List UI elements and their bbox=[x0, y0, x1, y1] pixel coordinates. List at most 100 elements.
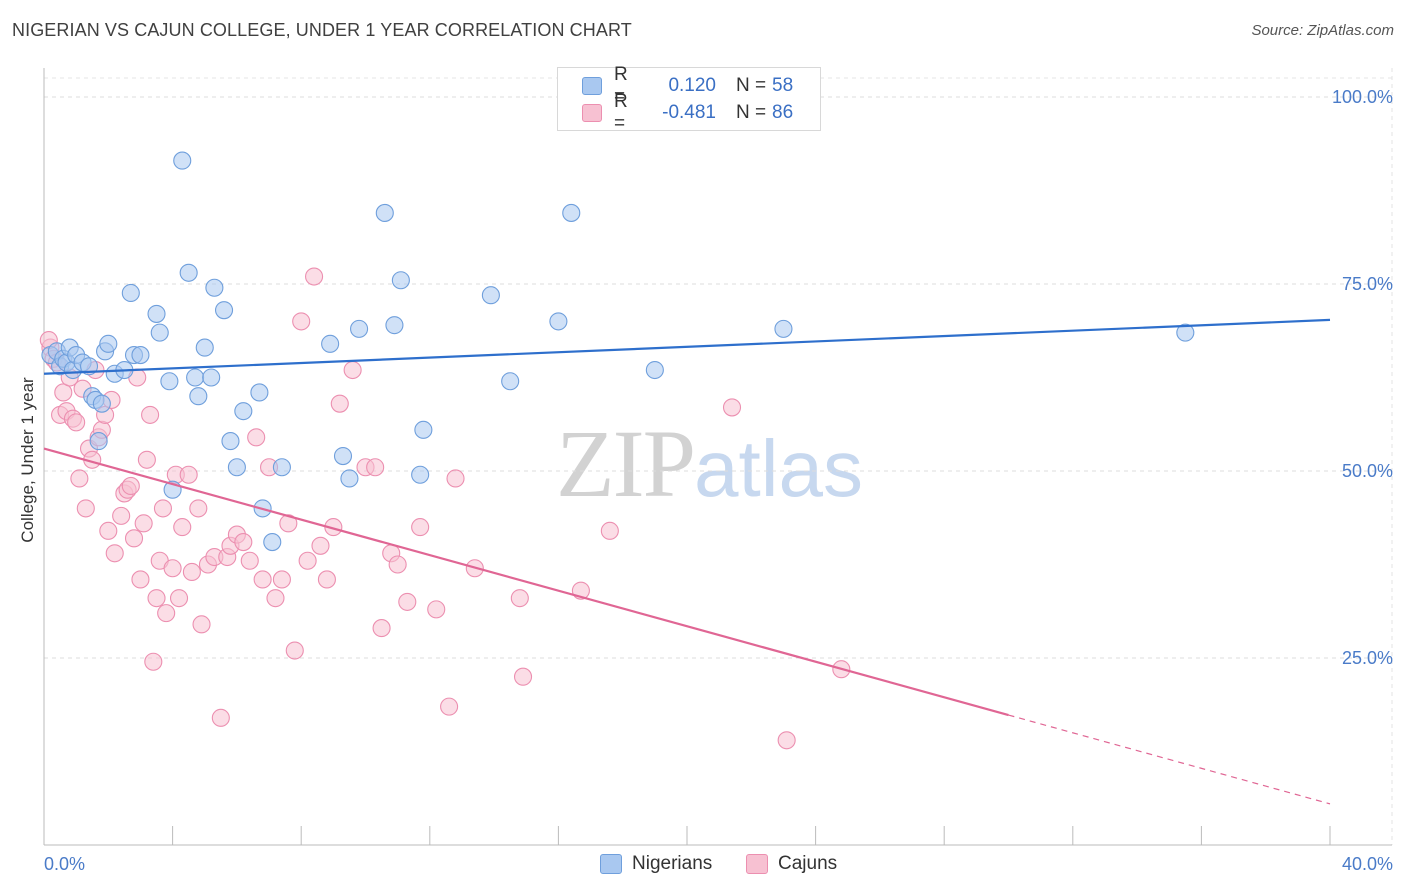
y-tick-label: 25.0% bbox=[1342, 648, 1393, 668]
point-nigerians bbox=[92, 394, 111, 413]
point-cajuns bbox=[513, 667, 533, 686]
point-nigerians bbox=[391, 271, 410, 290]
point-cajuns bbox=[54, 383, 73, 402]
point-nigerians bbox=[89, 432, 108, 451]
point-cajuns bbox=[163, 559, 182, 578]
point-cajuns bbox=[182, 562, 201, 582]
legend-swatch-cajuns bbox=[582, 104, 602, 122]
trendline-cajuns bbox=[43, 447, 1009, 717]
point-nigerians bbox=[272, 458, 291, 477]
bottom-legend-swatch-nigerians bbox=[600, 854, 622, 874]
point-cajuns bbox=[211, 708, 230, 727]
point-cajuns bbox=[510, 589, 529, 608]
legend-n-label: N = bbox=[736, 102, 767, 123]
point-cajuns bbox=[777, 731, 796, 750]
legend-row-nigerians: R = 0.120 N = 58 bbox=[582, 64, 794, 107]
point-cajuns bbox=[99, 521, 118, 540]
bottom-legend-swatch-cajuns bbox=[746, 854, 768, 874]
point-cajuns bbox=[179, 465, 198, 484]
watermark: ZIPatlas bbox=[556, 408, 863, 519]
x-tick-label: 0.0% bbox=[44, 854, 85, 874]
point-cajuns bbox=[157, 604, 176, 623]
point-nigerians bbox=[202, 368, 221, 387]
point-cajuns bbox=[446, 469, 465, 488]
source-credit: Source: ZipAtlas.com bbox=[1251, 22, 1394, 39]
legend-r-value: 0.120 bbox=[668, 75, 716, 96]
point-cajuns bbox=[169, 589, 189, 608]
legend-row-cajuns: R = -0.481 N = 86 bbox=[582, 91, 794, 134]
point-cajuns bbox=[105, 544, 124, 563]
legend-n-value: 58 bbox=[772, 75, 794, 96]
point-nigerians bbox=[350, 319, 369, 338]
watermark-zip: ZIP bbox=[556, 410, 696, 517]
point-cajuns bbox=[292, 312, 311, 331]
point-nigerians bbox=[227, 458, 246, 477]
legend-r-label: R = bbox=[614, 64, 628, 107]
point-nigerians bbox=[173, 151, 192, 170]
y-tick-label: 75.0% bbox=[1342, 274, 1393, 294]
point-cajuns bbox=[388, 555, 407, 574]
legend-swatch-nigerians bbox=[582, 77, 602, 95]
point-cajuns bbox=[317, 570, 336, 589]
point-cajuns bbox=[173, 518, 192, 537]
bottom-legend-nigerians: Nigerians bbox=[600, 852, 712, 876]
point-nigerians bbox=[189, 387, 208, 406]
point-nigerians bbox=[121, 283, 140, 303]
point-cajuns bbox=[234, 533, 253, 552]
point-nigerians bbox=[214, 301, 234, 320]
point-nigerians bbox=[179, 263, 198, 282]
point-nigerians bbox=[411, 465, 430, 484]
point-cajuns bbox=[272, 570, 291, 589]
trendline-nigerians bbox=[43, 318, 1331, 375]
point-nigerians bbox=[234, 402, 253, 421]
point-cajuns bbox=[600, 521, 619, 540]
point-cajuns bbox=[311, 536, 330, 555]
point-cajuns bbox=[147, 589, 166, 608]
point-nigerians bbox=[160, 372, 179, 391]
legend-n-value: 86 bbox=[772, 102, 794, 123]
bottom-legend-label-cajuns: Cajuns bbox=[778, 853, 838, 874]
point-cajuns bbox=[189, 499, 208, 518]
point-nigerians bbox=[1176, 323, 1195, 342]
point-nigerians bbox=[195, 338, 214, 357]
point-cajuns bbox=[153, 499, 173, 518]
point-cajuns bbox=[134, 514, 153, 533]
point-nigerians bbox=[150, 323, 169, 342]
point-cajuns bbox=[67, 413, 86, 432]
point-cajuns bbox=[279, 514, 298, 533]
point-cajuns bbox=[240, 551, 259, 570]
point-cajuns bbox=[121, 476, 140, 496]
point-nigerians bbox=[205, 278, 224, 297]
point-nigerians bbox=[774, 319, 793, 338]
x-tick-label: 40.0% bbox=[1342, 854, 1393, 874]
watermark-atlas: atlas bbox=[694, 424, 863, 513]
point-cajuns bbox=[298, 551, 317, 570]
point-nigerians bbox=[501, 372, 520, 391]
stats-legend: R = 0.120 N = 58 R = -0.481 N = 86 bbox=[557, 64, 821, 134]
y-tick-label: 100.0% bbox=[1332, 87, 1393, 107]
point-cajuns bbox=[112, 506, 131, 525]
point-nigerians bbox=[79, 357, 99, 376]
point-cajuns bbox=[131, 570, 150, 589]
point-nigerians bbox=[333, 446, 353, 466]
point-cajuns bbox=[427, 600, 446, 619]
bottom-legend-label-nigerians: Nigerians bbox=[632, 853, 713, 874]
point-cajuns bbox=[70, 469, 89, 488]
point-nigerians bbox=[221, 432, 240, 451]
legend-r-value: -0.481 bbox=[662, 102, 716, 123]
point-nigerians bbox=[375, 203, 394, 222]
point-cajuns bbox=[411, 518, 430, 537]
point-cajuns bbox=[440, 697, 459, 716]
point-cajuns bbox=[192, 615, 211, 634]
point-cajuns bbox=[343, 360, 362, 380]
point-cajuns bbox=[366, 458, 385, 477]
point-cajuns bbox=[253, 570, 272, 589]
point-cajuns bbox=[305, 267, 324, 286]
point-nigerians bbox=[147, 304, 166, 323]
point-cajuns bbox=[137, 450, 156, 469]
point-nigerians bbox=[340, 469, 359, 488]
y-tick-label: 50.0% bbox=[1342, 461, 1393, 481]
legend-n-label: N = bbox=[736, 75, 767, 96]
point-nigerians bbox=[549, 312, 568, 331]
point-cajuns bbox=[398, 592, 417, 611]
